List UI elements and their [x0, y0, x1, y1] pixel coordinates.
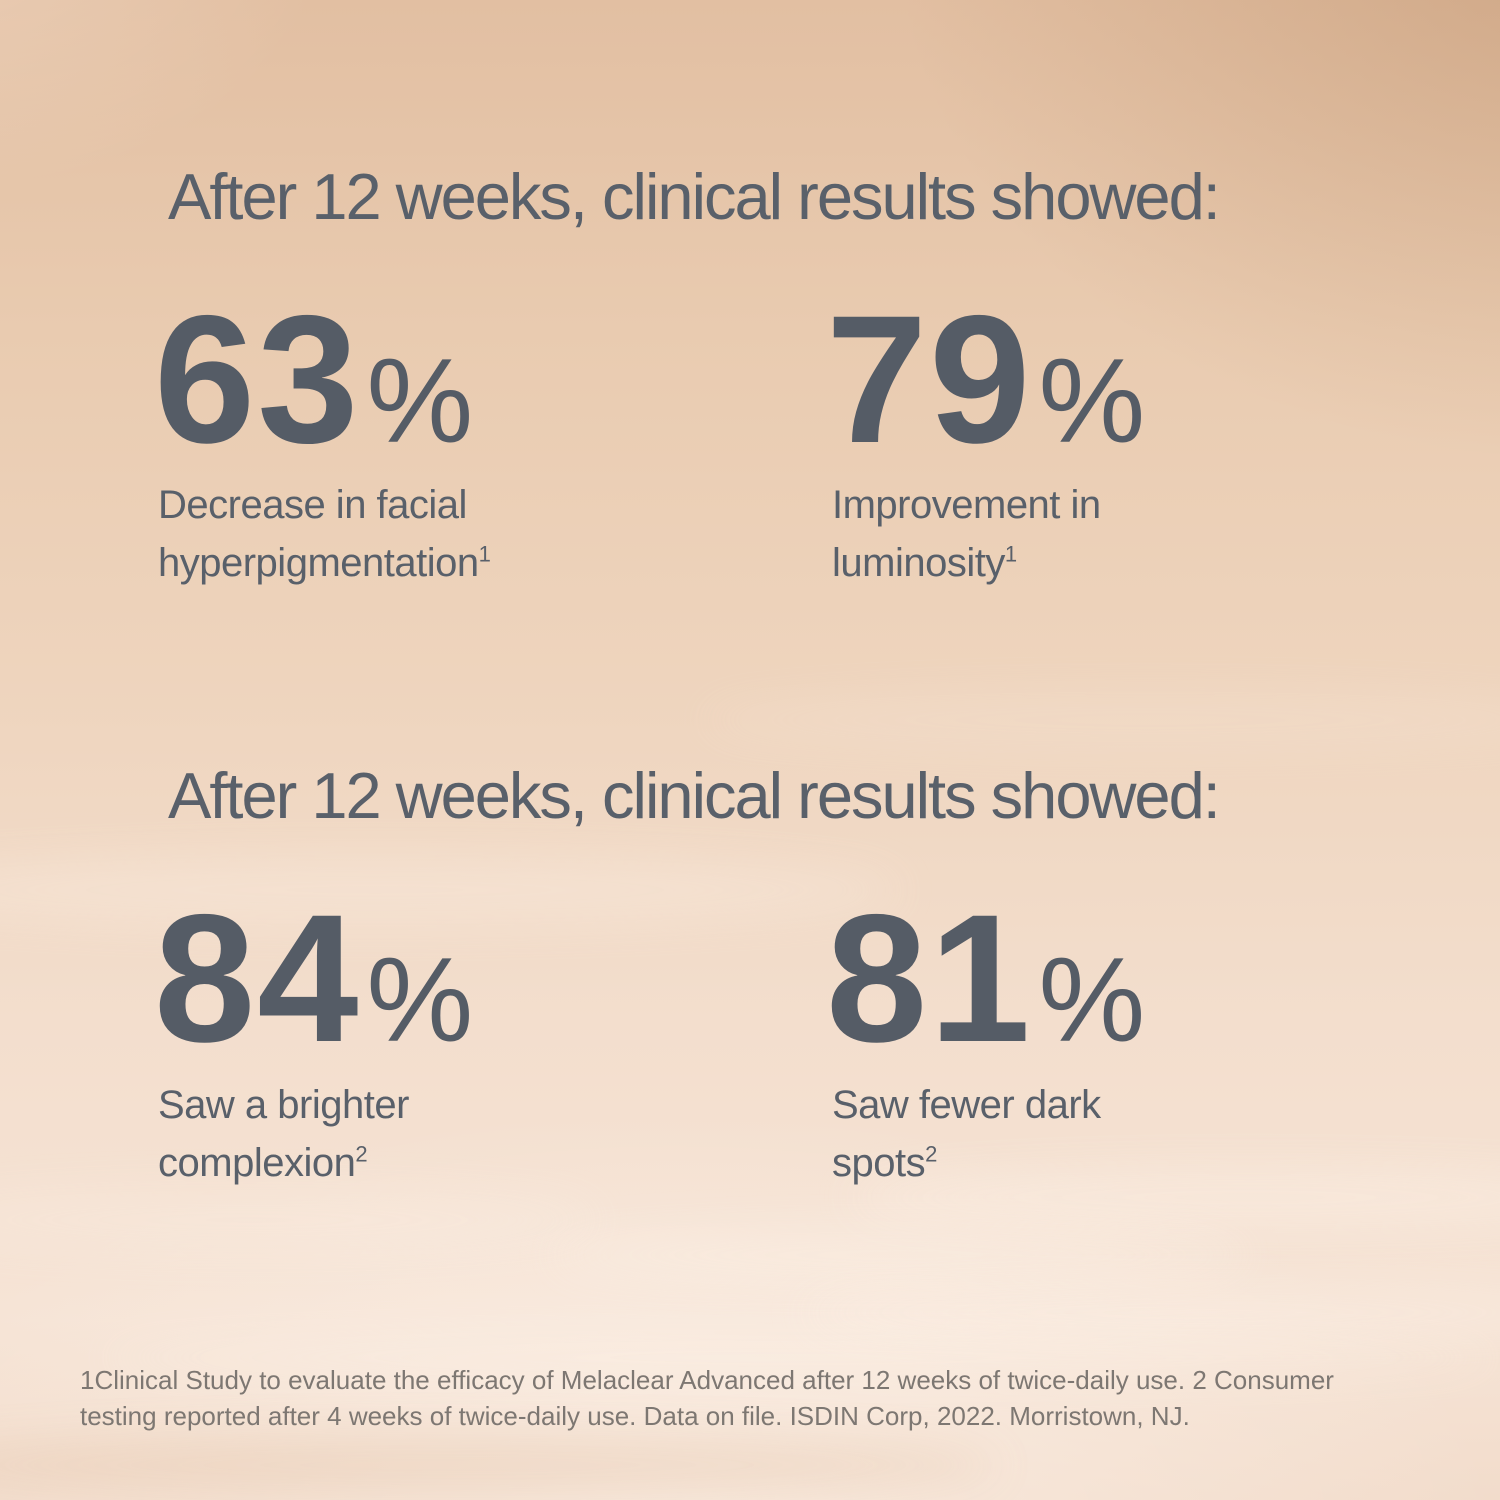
footnote-marker: 1 — [1004, 541, 1017, 567]
caption-text: Improvement in luminosity — [832, 483, 1101, 585]
section-1-heading: After 12 weeks, clinical results showed: — [168, 160, 1221, 233]
footnote-marker: 1 — [478, 541, 491, 567]
stat-number: 81 — [826, 876, 1033, 1080]
caption-text: Saw fewer dark spots — [832, 1083, 1101, 1185]
percent-sign: % — [1038, 334, 1146, 468]
footnote-marker: 2 — [925, 1141, 937, 1167]
percent-sign: % — [1038, 933, 1146, 1067]
stat-fewer-dark-spots-value: 81% — [826, 887, 1145, 1069]
background-texture-streak — [0, 855, 900, 925]
background-texture-streak — [0, 1435, 1000, 1495]
stat-number: 84 — [154, 876, 361, 1080]
percent-sign: % — [366, 334, 474, 468]
caption-text: Decrease in facial hyperpigmentation — [158, 483, 479, 585]
stat-luminosity-caption: Improvement in luminosity1 — [832, 476, 1101, 592]
percent-sign: % — [366, 933, 474, 1067]
background-texture-streak — [850, 1170, 1500, 1225]
stat-brighter-complexion-value: 84% — [154, 887, 473, 1069]
footnote-marker: 2 — [355, 1141, 368, 1167]
background-texture-streak — [700, 690, 1500, 750]
stat-number: 79 — [826, 277, 1033, 481]
background-texture-streak — [0, 1190, 600, 1250]
footnote-text: 1Clinical Study to evaluate the efficacy… — [80, 1365, 1334, 1431]
background-texture-streak — [550, 1230, 1250, 1280]
stat-hyperpigmentation-caption: Decrease in facial hyperpigmentation1 — [158, 476, 491, 592]
stat-fewer-dark-spots-caption: Saw fewer dark spots2 — [832, 1076, 1101, 1192]
background-texture-streak — [800, 1290, 1500, 1335]
background-texture-streak — [100, 1330, 1500, 1385]
stat-luminosity-value: 79% — [826, 288, 1145, 470]
caption-text: Saw a brighter complexion — [158, 1083, 409, 1185]
stat-number: 63 — [154, 277, 361, 481]
stat-brighter-complexion-caption: Saw a brighter complexion2 — [158, 1076, 409, 1192]
stat-hyperpigmentation-value: 63% — [154, 288, 473, 470]
section-2-heading: After 12 weeks, clinical results showed: — [168, 759, 1221, 832]
